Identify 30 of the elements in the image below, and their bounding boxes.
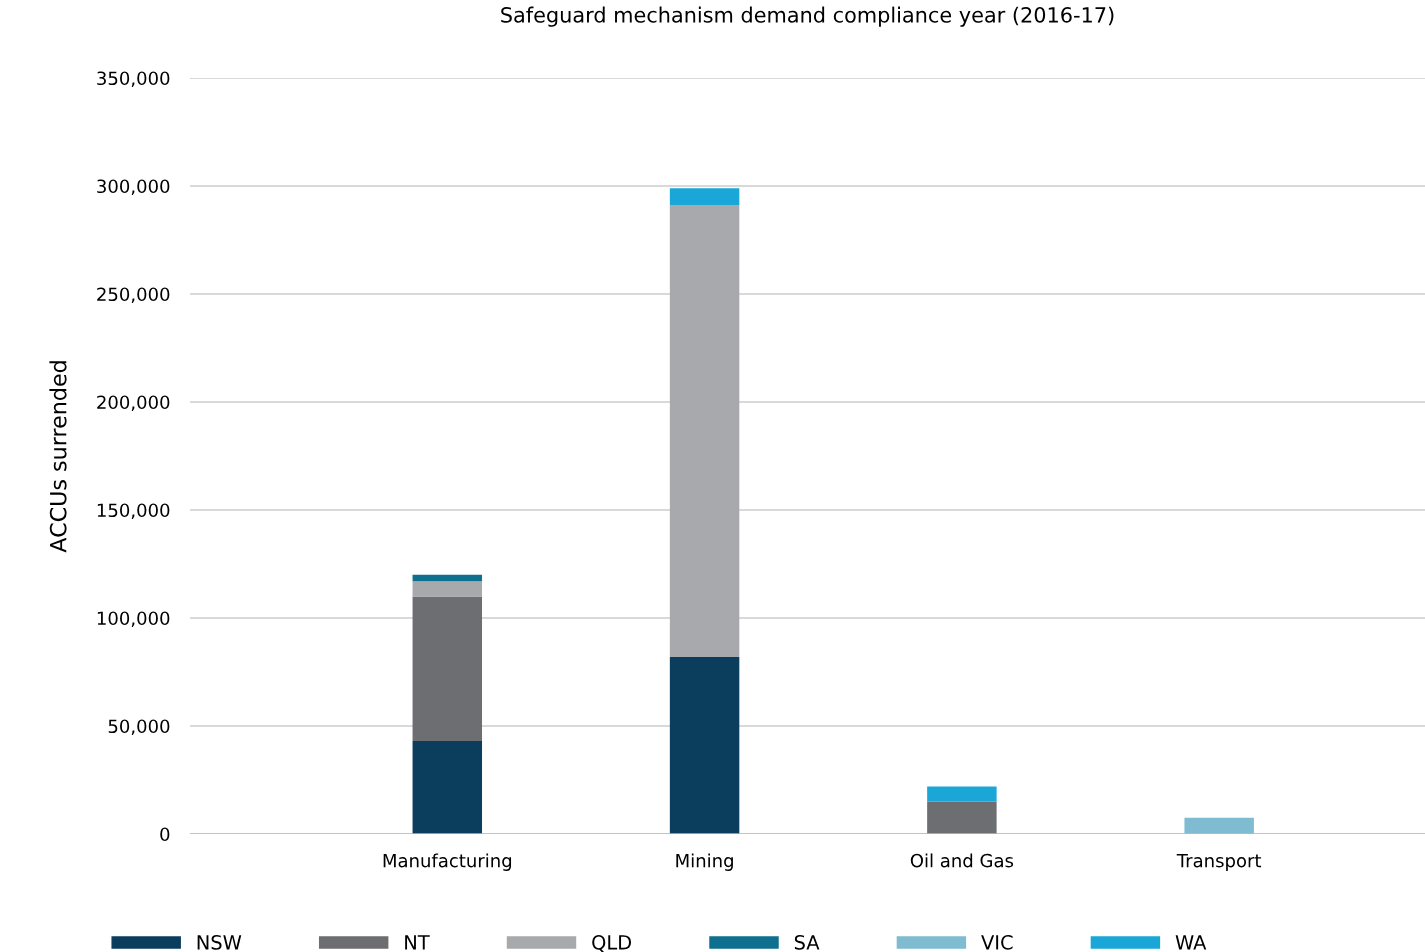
y-tick-label: 350,000 — [97, 71, 170, 87]
bar — [669, 205, 740, 657]
y-tick-label: 250,000 — [97, 287, 170, 303]
bar — [412, 741, 483, 834]
x-tick-label: Manufacturing — [383, 853, 512, 871]
y-tick-label: 0 — [160, 827, 170, 842]
legend-label: NT — [405, 935, 430, 950]
y-tick-label: 50,000 — [108, 719, 170, 735]
bar — [669, 188, 740, 206]
y-axis-title: ACCUs surrended — [49, 361, 67, 553]
bar — [412, 596, 483, 742]
bar — [412, 581, 483, 597]
x-tick-label: Oil and Gas — [910, 853, 1014, 868]
bar — [1184, 817, 1254, 834]
x-tick-label: Mining — [676, 853, 733, 871]
y-tick-label: 100,000 — [97, 611, 170, 627]
bar — [669, 656, 740, 834]
legend-label: VIC — [981, 935, 1013, 950]
legend-label: WA — [1175, 935, 1207, 950]
y-tick-label: 300,000 — [97, 179, 170, 195]
y-tick-label: 200,000 — [97, 395, 170, 411]
bar — [412, 574, 483, 582]
bar — [927, 801, 997, 834]
x-tick-label: Transport — [1176, 854, 1262, 871]
legend-label: QLD — [592, 935, 632, 952]
bar — [927, 786, 997, 802]
chart-title: Safeguard mechanism demand compliance year (2016-17) — [501, 6, 1114, 27]
y-tick-label: 150,000 — [97, 503, 170, 519]
legend-label: NSW — [197, 935, 242, 950]
legend-label: SA — [794, 935, 820, 950]
